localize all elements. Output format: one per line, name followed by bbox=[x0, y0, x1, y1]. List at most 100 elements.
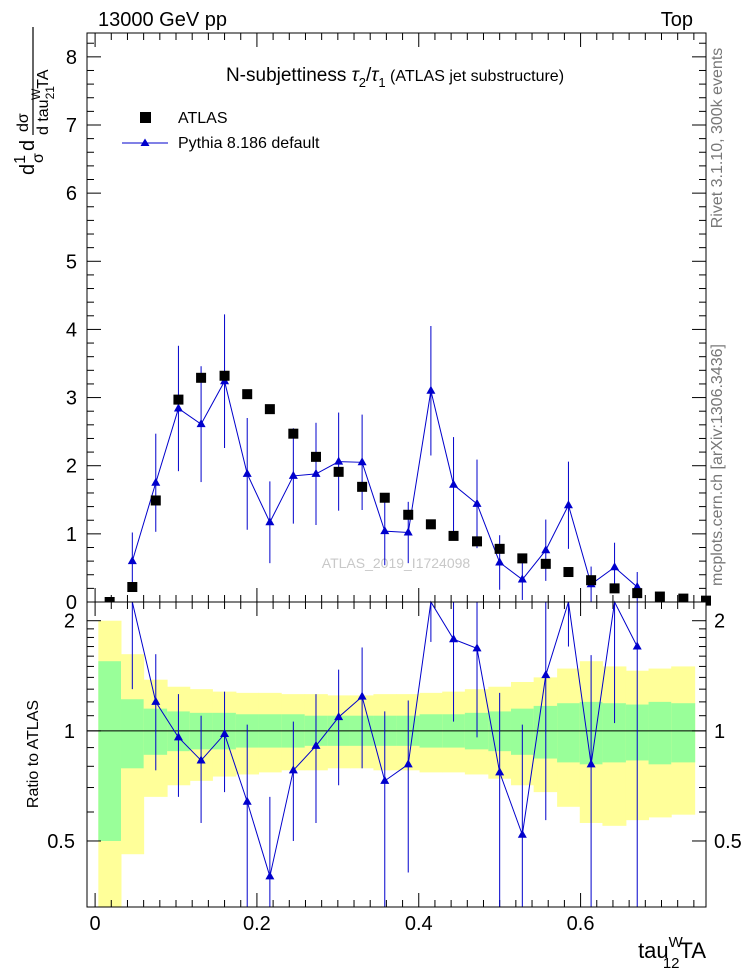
mc-point bbox=[632, 582, 642, 591]
data-point bbox=[333, 466, 344, 477]
data-point bbox=[310, 451, 321, 462]
x-tick-label: 0.6 bbox=[567, 913, 595, 935]
main-y-tick-label: 7 bbox=[66, 115, 77, 137]
data-point bbox=[472, 536, 483, 547]
data-point bbox=[288, 428, 299, 439]
title-slash: / bbox=[366, 65, 372, 86]
ratio-mc-point bbox=[472, 643, 482, 652]
data-point bbox=[654, 591, 665, 602]
mc-point bbox=[426, 385, 436, 394]
ratio-mc-point bbox=[357, 691, 367, 700]
title-sub2: 2 bbox=[359, 75, 366, 90]
mc-point bbox=[265, 517, 275, 526]
data-point bbox=[678, 593, 689, 604]
mc-point bbox=[495, 557, 505, 566]
ratio-mc-point bbox=[173, 732, 183, 741]
mc-point bbox=[357, 457, 367, 466]
legend-data-marker bbox=[140, 112, 151, 123]
data-point bbox=[563, 567, 574, 578]
ratio-mc-point bbox=[495, 767, 505, 776]
data-point bbox=[609, 583, 620, 594]
xlabel-sup: W bbox=[669, 934, 684, 951]
data-series bbox=[104, 370, 711, 607]
data-point bbox=[517, 553, 528, 564]
title-main: N-subjettiness bbox=[226, 65, 352, 86]
ratio-mc-point bbox=[196, 755, 206, 764]
data-point bbox=[242, 389, 253, 400]
ratio-y-tick-label: 2 bbox=[64, 611, 75, 633]
main-y-tick-label: 0 bbox=[66, 592, 77, 614]
x-tick-label: 0 bbox=[90, 913, 101, 935]
mc-point bbox=[242, 468, 252, 477]
analysis-watermark: ATLAS_2019_I1724098 bbox=[322, 555, 471, 571]
ratio-mc-point bbox=[449, 634, 459, 643]
main-y-tick-label: 3 bbox=[66, 388, 77, 410]
ratio-y-tick-label-right: 0.5 bbox=[714, 831, 742, 853]
ratio-mc-point bbox=[265, 871, 275, 880]
x-axis-label: tauW 12TA bbox=[638, 934, 706, 972]
ratio-inner-band bbox=[120, 699, 145, 769]
data-point bbox=[357, 481, 368, 492]
main-y-tick-label: 4 bbox=[66, 319, 77, 341]
ylabel-one: 1 bbox=[12, 155, 29, 164]
main-y-axis-label: d1 σ d dσ d tau21WTA bbox=[12, 27, 57, 175]
data-point bbox=[264, 404, 275, 415]
ylabel-dsigma: dσ bbox=[15, 113, 32, 132]
legend-data-label: ATLAS bbox=[178, 110, 228, 127]
ratio-y-axis: 0.5 0.5 1 1 2 2 bbox=[47, 611, 742, 853]
xlabel-rest: TA bbox=[680, 938, 707, 963]
main-plot-area bbox=[87, 33, 706, 602]
ylabel-d2: d bbox=[17, 140, 39, 151]
mc-point bbox=[449, 479, 459, 488]
ratio-mc-point bbox=[242, 796, 252, 805]
ylabel-sub: 21 bbox=[43, 86, 57, 100]
ratio-y-tick-label: 0.5 bbox=[47, 831, 75, 853]
ratio-panel: 0.5 0.51 12 2 0 0.2 0.4 0.6 Ratio to ATLAS tau… bbox=[25, 33, 742, 972]
ratio-mc-point bbox=[311, 740, 321, 749]
title-tau2: τ bbox=[352, 65, 361, 86]
ratio-y-axis-label: Ratio to ATLAS bbox=[25, 700, 42, 808]
ratio-mc-point bbox=[517, 829, 527, 838]
x-tick-label: 0.2 bbox=[243, 913, 271, 935]
main-y-tick-label: 2 bbox=[66, 456, 77, 478]
header-process-label: Top bbox=[661, 9, 693, 31]
legend-mc-marker bbox=[140, 138, 150, 146]
ratio-y-tick-label: 1 bbox=[64, 721, 75, 743]
ratio-mc-point bbox=[334, 712, 344, 721]
main-y-tick-label: 5 bbox=[66, 251, 77, 273]
ratio-mc-point bbox=[288, 765, 298, 774]
main-y-tick-label: 1 bbox=[66, 524, 77, 546]
xlabel-sub: 12 bbox=[663, 955, 680, 972]
ratio-y-tick-label-right: 2 bbox=[714, 611, 725, 633]
data-point bbox=[196, 372, 207, 383]
mc-point bbox=[127, 556, 137, 565]
ylabel-dtau: d tau bbox=[35, 99, 52, 135]
data-point bbox=[127, 582, 138, 593]
ratio-mc-point bbox=[151, 696, 161, 705]
mc-point bbox=[196, 419, 206, 428]
chart-title: N-subjettiness τ2/τ1 (ATLAS jet substruc… bbox=[226, 65, 564, 90]
ratio-inner-band bbox=[557, 703, 581, 763]
mc-point bbox=[380, 526, 390, 535]
mcplots-source-label: mcplots.cern.ch [arXiv:1306.3436] bbox=[709, 344, 726, 586]
data-point bbox=[425, 519, 436, 530]
svg-text:d tau21WTA: d tau21WTA bbox=[29, 69, 57, 135]
title-rest: (ATLAS jet substructure) bbox=[386, 68, 564, 85]
mc-point bbox=[311, 468, 321, 477]
ratio-inner-band bbox=[671, 703, 696, 763]
mc-point bbox=[472, 498, 482, 507]
mc-point bbox=[517, 574, 527, 583]
ratio-mc-point bbox=[380, 775, 390, 784]
mc-point bbox=[173, 403, 183, 412]
ylabel-sup: W bbox=[29, 88, 43, 100]
mc-point bbox=[563, 500, 573, 509]
ratio-mc-point bbox=[403, 759, 413, 768]
ratio-inner-band bbox=[98, 661, 122, 841]
ratio-mc-point bbox=[586, 759, 596, 768]
legend-mc-label: Pythia 8.186 default bbox=[178, 135, 320, 152]
legend: ATLAS Pythia 8.186 default bbox=[122, 110, 320, 152]
ylabel-d1: d bbox=[17, 164, 39, 175]
x-tick-label: 0.4 bbox=[405, 913, 433, 935]
